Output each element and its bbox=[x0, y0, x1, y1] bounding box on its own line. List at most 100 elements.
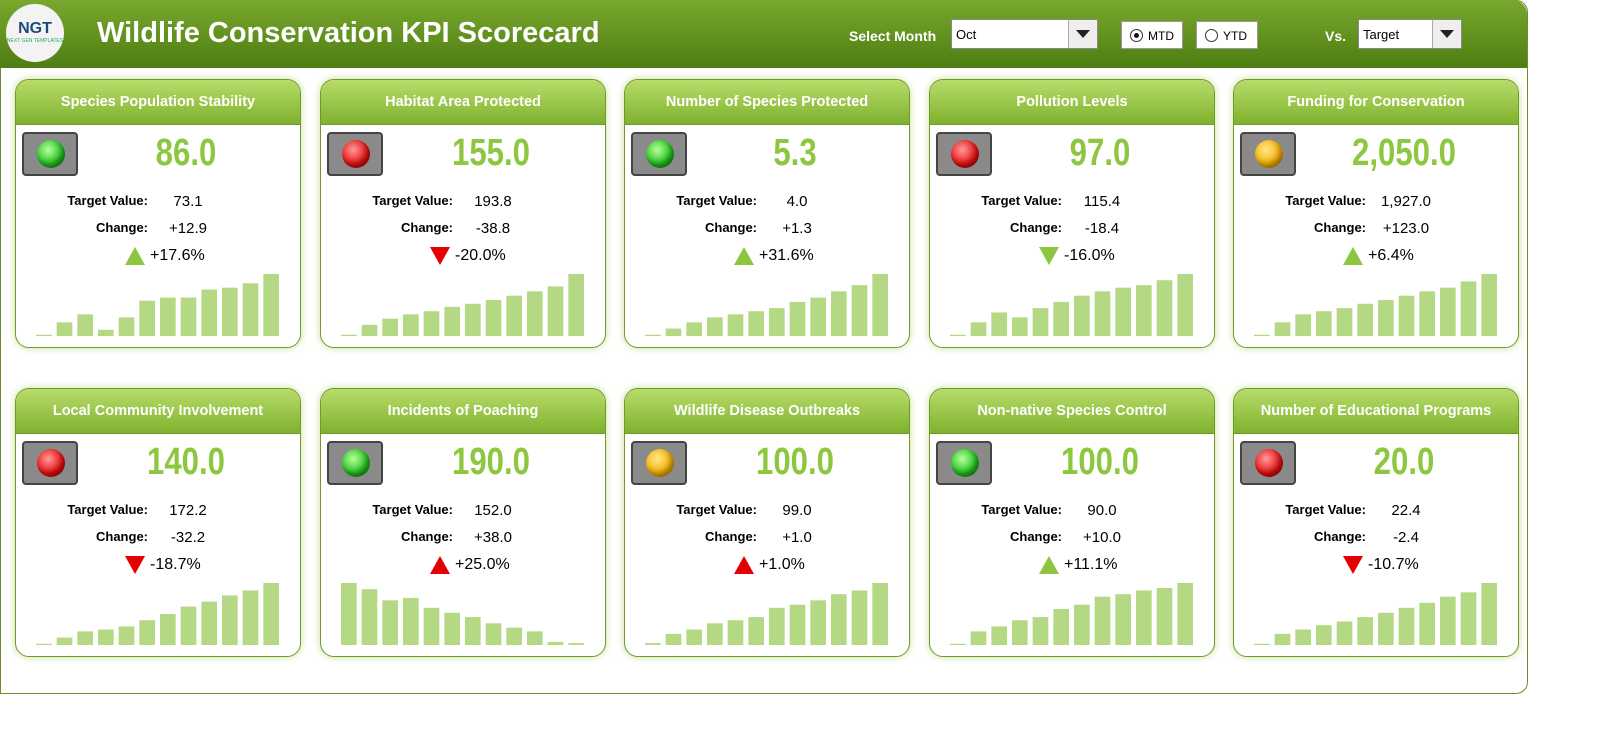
trend-bar bbox=[568, 274, 584, 336]
arrow-shape bbox=[734, 247, 754, 265]
trend-bar bbox=[527, 631, 543, 645]
change-label: Change: bbox=[1010, 529, 1062, 544]
mtd-radio[interactable]: MTD bbox=[1121, 21, 1183, 49]
ytd-radio[interactable]: YTD bbox=[1196, 21, 1258, 49]
trend-bar bbox=[1440, 287, 1456, 336]
change-arrow bbox=[1343, 556, 1363, 574]
change-value: -32.2 bbox=[170, 529, 206, 546]
change-value: +12.9 bbox=[169, 220, 207, 237]
trend-bar bbox=[341, 334, 357, 336]
trend-bar bbox=[970, 631, 987, 645]
trend-bar bbox=[382, 318, 398, 336]
target-value: 193.8 bbox=[474, 193, 512, 210]
trend-bars bbox=[1254, 274, 1497, 336]
target-value: 152.0 bbox=[474, 502, 512, 519]
change-label: Change: bbox=[1314, 220, 1366, 235]
kpi-card: Incidents of Poaching 190.0 Target Value: 1… bbox=[320, 388, 606, 657]
kpi-value: 20.0 bbox=[1373, 441, 1435, 483]
target-value: 115.4 bbox=[1083, 193, 1121, 210]
logo-subtext: NEXT GEN TEMPLATES bbox=[6, 38, 64, 44]
change-value: -38.8 bbox=[475, 220, 511, 237]
kpi-value: 140.0 bbox=[147, 441, 225, 483]
trend-bar bbox=[686, 629, 702, 645]
trend-bar bbox=[1254, 334, 1270, 336]
trend-bars bbox=[950, 583, 1193, 645]
trend-bar bbox=[1481, 274, 1497, 336]
trend-bar bbox=[1378, 612, 1394, 645]
change-label: Change: bbox=[401, 220, 453, 235]
arrow-shape bbox=[1039, 247, 1059, 265]
trend-bar bbox=[769, 308, 785, 336]
arrow-shape bbox=[1039, 556, 1059, 574]
change-label: Change: bbox=[401, 529, 453, 544]
trend-bar bbox=[1357, 617, 1373, 645]
target-label: Target Value: bbox=[676, 193, 757, 208]
status-light bbox=[327, 441, 383, 485]
trend-bar bbox=[1136, 590, 1152, 645]
trend-bar bbox=[485, 300, 502, 336]
trend-bar bbox=[1481, 583, 1497, 645]
trend-bar bbox=[1032, 617, 1049, 645]
light-bulb bbox=[1255, 449, 1283, 477]
target-label: Target Value: bbox=[676, 502, 757, 517]
target-label: Target Value: bbox=[372, 193, 453, 208]
card-title: Incidents of Poaching bbox=[321, 389, 605, 434]
trend-bar bbox=[1032, 308, 1049, 336]
trend-bar bbox=[707, 623, 723, 645]
trend-bar bbox=[831, 594, 847, 645]
kpi-value: 155.0 bbox=[452, 132, 530, 174]
trend-bar bbox=[1295, 629, 1311, 645]
trend-bar bbox=[1274, 633, 1291, 645]
trend-bar bbox=[568, 643, 584, 645]
trend-bar bbox=[1357, 303, 1373, 336]
kpi-card: Local Community Involvement 140.0 Target V… bbox=[15, 388, 301, 657]
status-light bbox=[936, 132, 992, 176]
target-value: 73.1 bbox=[173, 193, 203, 210]
change-percent: +11.1% bbox=[1064, 556, 1118, 573]
trend-bar bbox=[56, 637, 73, 645]
trend-bar bbox=[1156, 280, 1173, 336]
kpi-card: Wildlife Disease Outbreaks 100.0 Target Va… bbox=[624, 388, 910, 657]
trend-bar bbox=[160, 614, 176, 645]
trend-bar bbox=[485, 623, 502, 645]
trend-bar bbox=[444, 306, 460, 336]
vs-label: Vs. bbox=[1325, 28, 1347, 44]
card-title: Wildlife Disease Outbreaks bbox=[625, 389, 909, 434]
trend-bar bbox=[180, 297, 197, 336]
kpi-value: 5.3 bbox=[773, 132, 817, 174]
trend-bar bbox=[118, 626, 135, 645]
trend-bar bbox=[180, 606, 197, 645]
trend-bar bbox=[1336, 308, 1353, 336]
trend-bar bbox=[1295, 314, 1311, 336]
trend-bar bbox=[1136, 285, 1152, 336]
change-percent: -10.7% bbox=[1368, 556, 1419, 573]
trend-bar bbox=[506, 627, 522, 645]
trend-bar bbox=[645, 643, 661, 645]
change-label: Change: bbox=[1314, 529, 1366, 544]
vs-dropdown[interactable]: Target bbox=[1358, 19, 1462, 49]
trend-bar bbox=[139, 300, 155, 336]
change-percent: +17.6% bbox=[150, 247, 205, 264]
arrow-shape bbox=[430, 556, 450, 574]
radio-label: YTD bbox=[1223, 29, 1247, 43]
target-label: Target Value: bbox=[67, 193, 148, 208]
trend-bar bbox=[1115, 594, 1131, 645]
arrow-shape bbox=[734, 556, 754, 574]
month-dropdown[interactable]: Oct bbox=[951, 19, 1098, 49]
trend-bar bbox=[423, 607, 440, 645]
kpi-card: Funding for Conservation 2,050.0 Target Va… bbox=[1233, 79, 1519, 348]
trend-bar bbox=[547, 641, 564, 645]
trend-bar bbox=[263, 274, 279, 336]
trend-bar bbox=[1177, 274, 1193, 336]
light-bulb bbox=[342, 140, 370, 168]
trend-bar bbox=[1316, 625, 1332, 645]
card-title: Number of Educational Programs bbox=[1234, 389, 1518, 434]
card-title: Number of Species Protected bbox=[625, 80, 909, 125]
change-label: Change: bbox=[96, 220, 148, 235]
trend-bar bbox=[201, 601, 217, 645]
trend-bars bbox=[36, 583, 279, 645]
kpi-value: 190.0 bbox=[452, 441, 530, 483]
month-value: Oct bbox=[956, 27, 977, 42]
trend-bar bbox=[382, 600, 398, 645]
